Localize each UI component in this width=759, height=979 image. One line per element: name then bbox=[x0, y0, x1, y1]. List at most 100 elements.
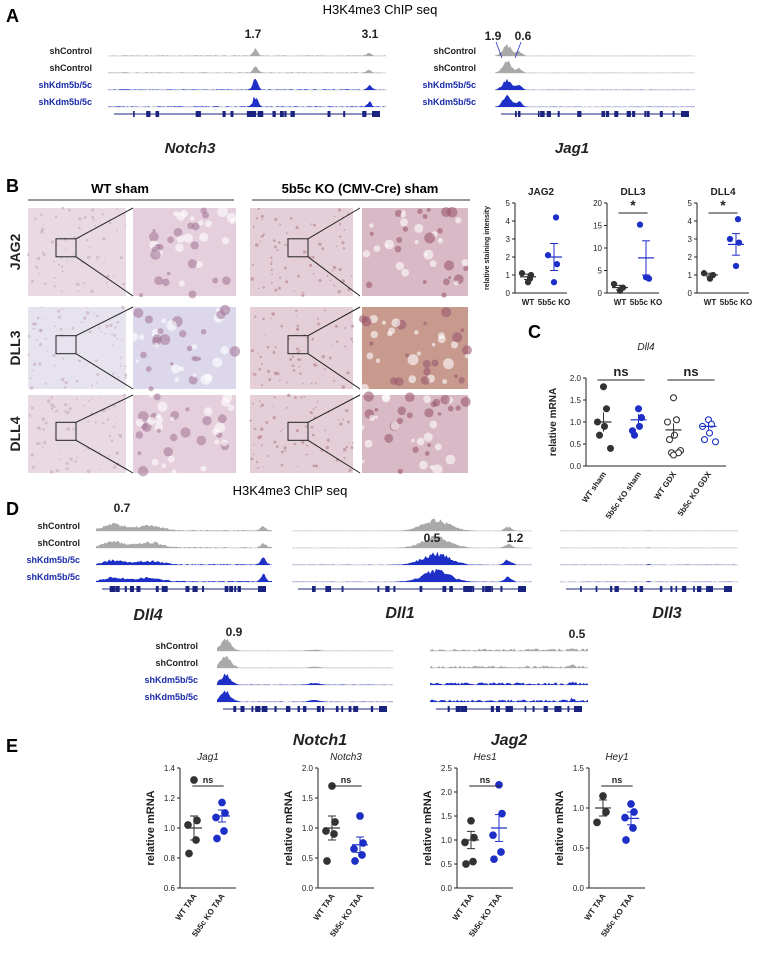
exon bbox=[537, 111, 540, 117]
data-point bbox=[220, 827, 228, 835]
tissue-texture bbox=[41, 417, 45, 421]
tissue-texture bbox=[257, 287, 260, 290]
exon bbox=[258, 706, 261, 712]
tick-label: 2 bbox=[688, 253, 693, 262]
tissue-texture bbox=[390, 422, 399, 431]
data-point bbox=[622, 836, 630, 844]
tissue-texture bbox=[342, 418, 345, 421]
exon bbox=[482, 586, 485, 592]
data-point bbox=[663, 418, 672, 426]
tissue-texture bbox=[113, 404, 116, 408]
exon bbox=[488, 586, 492, 592]
tissue-texture bbox=[291, 364, 295, 367]
chip-signal bbox=[217, 638, 393, 651]
track-label: shControl bbox=[50, 63, 93, 73]
gene-name: Dll4 bbox=[133, 607, 162, 624]
tissue-texture bbox=[261, 218, 263, 221]
exon bbox=[372, 111, 380, 117]
tissue-texture bbox=[59, 327, 63, 331]
tissue-texture bbox=[396, 236, 403, 243]
tick-label: 1.4 bbox=[164, 764, 176, 773]
data-point bbox=[621, 813, 629, 822]
tick-label: 1.5 bbox=[570, 396, 582, 405]
zoom-box bbox=[287, 421, 309, 441]
tissue-texture bbox=[54, 215, 58, 219]
exon bbox=[644, 111, 647, 117]
data-point bbox=[602, 808, 610, 816]
tissue-texture bbox=[60, 257, 63, 259]
exon bbox=[362, 111, 367, 117]
tissue-texture bbox=[156, 428, 161, 433]
tissue-texture bbox=[91, 215, 95, 219]
exon bbox=[515, 111, 517, 117]
tissue-texture bbox=[337, 290, 341, 294]
tick-label: 0.0 bbox=[302, 884, 314, 893]
tissue-texture bbox=[311, 255, 315, 259]
tissue-texture bbox=[250, 277, 255, 281]
tissue-texture bbox=[262, 286, 265, 289]
tissue-texture bbox=[94, 359, 98, 363]
exon bbox=[251, 706, 254, 712]
tissue-texture bbox=[67, 208, 71, 212]
tissue-texture bbox=[312, 273, 315, 275]
gene-name: Notch3 bbox=[165, 140, 216, 157]
tissue-texture bbox=[335, 340, 339, 343]
exon bbox=[710, 586, 714, 592]
tissue-texture bbox=[323, 309, 326, 312]
chip-signal bbox=[495, 44, 695, 56]
tissue-texture bbox=[179, 330, 187, 338]
significance-label: ns bbox=[480, 775, 491, 785]
tissue-texture bbox=[156, 243, 164, 251]
tissue-texture bbox=[36, 442, 40, 446]
exon bbox=[696, 586, 700, 592]
tissue-texture bbox=[83, 450, 85, 452]
tissue-texture bbox=[86, 469, 91, 474]
exon bbox=[524, 706, 527, 712]
exon bbox=[246, 111, 251, 117]
chip-signal bbox=[560, 530, 738, 531]
tissue-texture bbox=[140, 351, 147, 359]
tissue-texture bbox=[296, 351, 300, 354]
tissue-texture bbox=[191, 222, 200, 231]
tissue-texture bbox=[65, 461, 69, 465]
group-label: WT TAA bbox=[451, 892, 476, 922]
exon bbox=[639, 586, 644, 592]
tissue-texture bbox=[318, 242, 322, 246]
tissue-texture bbox=[31, 279, 35, 283]
ratio-label: 0.7 bbox=[114, 501, 131, 515]
tissue-texture bbox=[347, 441, 350, 444]
group-label: 5b5c KO bbox=[630, 298, 662, 307]
tissue-texture bbox=[252, 225, 255, 228]
exon bbox=[505, 706, 510, 712]
tissue-texture bbox=[166, 271, 171, 276]
tissue-texture bbox=[98, 326, 101, 329]
ratio-label: 0.5 bbox=[424, 531, 441, 545]
tissue-texture bbox=[44, 282, 47, 285]
tissue-texture bbox=[122, 214, 125, 217]
tissue-texture bbox=[295, 428, 299, 433]
tissue-texture bbox=[423, 432, 433, 442]
tissue-texture bbox=[72, 254, 74, 256]
tissue-texture bbox=[106, 418, 110, 421]
tissue-texture bbox=[339, 422, 343, 426]
tissue-texture bbox=[119, 362, 121, 365]
exon bbox=[442, 586, 447, 592]
tissue-texture bbox=[341, 385, 346, 389]
histology-image bbox=[362, 307, 468, 389]
tissue-texture bbox=[92, 219, 95, 222]
data-point bbox=[467, 816, 475, 825]
tissue-texture bbox=[90, 384, 94, 387]
tissue-texture bbox=[311, 338, 314, 341]
data-point bbox=[599, 383, 608, 391]
tissue-texture bbox=[271, 312, 275, 316]
tissue-texture bbox=[53, 276, 56, 279]
chip-signal bbox=[96, 540, 272, 548]
chip-signal bbox=[108, 96, 386, 107]
exon bbox=[605, 111, 610, 117]
tissue-texture bbox=[404, 392, 415, 402]
tissue-texture bbox=[176, 211, 186, 221]
tissue-texture bbox=[108, 435, 112, 438]
tick-label: 3 bbox=[688, 235, 693, 244]
plot-title: Hes1 bbox=[473, 752, 496, 763]
tick-label: 0 bbox=[506, 289, 511, 298]
